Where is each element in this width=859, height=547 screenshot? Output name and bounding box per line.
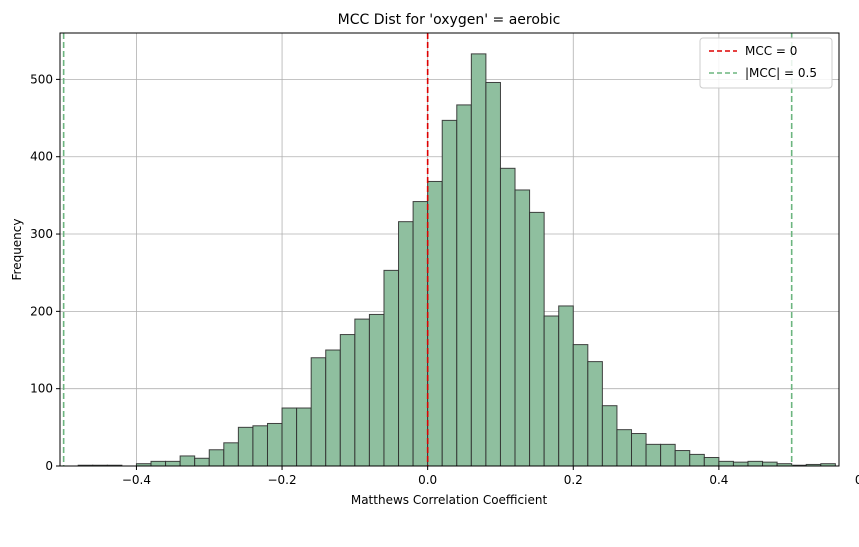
x-tick-label: 0.4: [709, 473, 728, 487]
histogram-bar: [601, 405, 618, 467]
histogram-bar: [674, 450, 691, 467]
chart-title: MCC Dist for 'oxygen' = aerobic: [338, 12, 561, 28]
legend-label-mcc-zero: MCC = 0: [745, 44, 797, 58]
histogram-bar: [558, 305, 574, 467]
x-tick-label: −0.2: [267, 473, 296, 487]
x-tick-label: 0.2: [564, 473, 583, 487]
histogram-bar: [252, 425, 268, 467]
histogram-bar: [616, 429, 633, 467]
histogram-bar: [456, 104, 472, 467]
histogram-bar: [237, 426, 254, 467]
y-axis-label: Frequency: [10, 219, 24, 281]
y-tick-label: 500: [30, 72, 53, 86]
x-axis-ticks: −0.4 −0.2 0.0 0.2 0.4 0.6: [122, 466, 859, 487]
histogram-bar: [427, 180, 443, 467]
x-tick-label: 0.6: [855, 473, 859, 487]
histogram-bar: [543, 315, 560, 467]
histogram-bar: [514, 189, 531, 467]
histogram-bar: [208, 449, 225, 467]
histogram-bar: [325, 349, 341, 467]
y-tick-label: 200: [30, 304, 53, 318]
histogram-bar: [718, 460, 734, 467]
reference-lines: [62, 33, 793, 466]
histogram-bar: [689, 453, 705, 467]
histogram-bar: [296, 407, 312, 467]
histogram-bar: [310, 357, 327, 467]
y-axis-ticks: 0 100 200 300 400 500: [30, 72, 60, 473]
histogram-bar: [645, 443, 662, 467]
histogram-bar: [223, 442, 239, 467]
legend-label-mcc-half: |MCC| = 0.5: [745, 66, 817, 80]
histogram-bar: [354, 318, 370, 467]
histogram-bar: [470, 53, 487, 467]
histogram-bar: [529, 211, 545, 467]
histogram-bar: [150, 460, 167, 467]
plot-frame: [59, 32, 840, 467]
histogram-bar: [631, 433, 647, 467]
histogram-bar: [441, 119, 458, 467]
histogram-bar: [732, 461, 749, 467]
y-tick-label: 400: [30, 150, 53, 164]
histogram-bar: [383, 269, 400, 467]
histogram-bar: [762, 461, 778, 467]
histogram-bar: [194, 457, 210, 467]
histogram-bar: [165, 460, 181, 467]
x-tick-label: 0.0: [418, 473, 437, 487]
histogram-bar: [412, 201, 429, 467]
x-tick-label: −0.4: [122, 473, 151, 487]
histogram-bar: [572, 344, 589, 467]
histogram-bar: [281, 407, 298, 467]
y-tick-label: 300: [30, 227, 53, 241]
histogram-bar: [660, 443, 676, 467]
histogram-bar: [266, 422, 283, 467]
y-tick-label: 0: [45, 459, 53, 473]
histogram-bar: [485, 81, 501, 467]
histogram-bar: [179, 455, 196, 467]
histogram-bar: [368, 313, 385, 467]
histogram-bar: [587, 361, 603, 467]
x-axis-label: Matthews Correlation Coefficient: [351, 493, 548, 507]
histogram-bar: [703, 456, 720, 467]
histogram-bar: [499, 167, 516, 467]
histogram-bar: [339, 334, 356, 467]
y-tick-label: 100: [30, 382, 53, 396]
histogram-bar: [747, 460, 764, 467]
histogram-bars: [77, 53, 836, 467]
legend: MCC = 0 |MCC| = 0.5: [699, 37, 833, 89]
histogram-bar: [398, 221, 414, 467]
